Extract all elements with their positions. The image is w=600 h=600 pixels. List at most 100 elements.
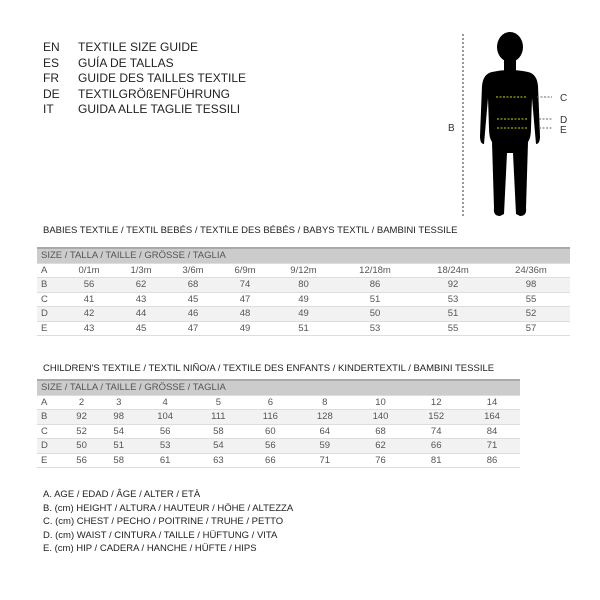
legend-item: B. (cm) HEIGHT / ALTURA / HAUTEUR / HÖHE…	[43, 502, 294, 514]
table-cell: 54	[100, 424, 138, 439]
table-cell: 128	[296, 409, 353, 425]
table-row: C 41 43 45 47 49 51 53 55	[37, 292, 570, 307]
table-cell: 63	[192, 453, 244, 468]
table-cell: 51	[414, 306, 492, 322]
table-cell: 66	[243, 453, 297, 468]
children-title: CHILDREN'S TEXTILE / TEXTIL NIÑO/A / TEX…	[43, 363, 495, 374]
language-row: IT GUIDA ALLE TAGLIE TESSILI	[43, 102, 246, 118]
language-label: GUIDE DES TAILLES TEXTILE	[78, 71, 247, 85]
language-row: EN TEXTILE SIZE GUIDE	[43, 40, 246, 56]
table-cell: 66	[408, 438, 465, 454]
table-cell: 24/36m	[492, 263, 570, 278]
table-cell: 56	[137, 424, 193, 439]
table-cell: 76	[352, 453, 409, 468]
table-row: E 43 45 47 49 51 53 55 57	[37, 321, 570, 336]
table-row: C 52 54 56 58 60 64 68 74 84	[37, 424, 520, 439]
table-cell: 58	[192, 424, 244, 439]
table-row: B 92 98 104 111 116 128 140 152 164	[37, 409, 520, 425]
language-label: GUÍA DE TALLAS	[78, 55, 174, 70]
table-cell: 51	[100, 438, 138, 454]
table-cell: 53	[137, 438, 193, 454]
table-header-row: SIZE / TALLA / TAILLE / GRÖSSE / TAGLIA	[37, 379, 520, 396]
table-cell: 3	[100, 395, 138, 410]
row-label: D	[37, 306, 63, 322]
table-row: D 50 51 53 54 56 59 62 66 71	[37, 438, 520, 454]
table-cell: 62	[115, 277, 167, 293]
table-cell: 8	[296, 395, 353, 410]
table-cell: 164	[464, 409, 520, 425]
language-label: GUIDA ALLE TAGLIE TESSILI	[78, 102, 241, 116]
table-cell: 64	[296, 424, 353, 439]
table-cell: 44	[115, 306, 167, 322]
language-code: FR	[43, 71, 59, 85]
table-cell: 53	[336, 321, 414, 336]
table-cell: 92	[414, 277, 492, 293]
table-cell: 3/6m	[167, 263, 219, 278]
table-cell: 59	[296, 438, 353, 454]
table-row: A 0/1m 1/3m 3/6m 6/9m 9/12m 12/18m 18/24m 24/36m	[37, 263, 570, 278]
row-label: B	[37, 409, 63, 425]
label-b: B	[448, 123, 455, 134]
table-cell: 6/9m	[219, 263, 271, 278]
table-cell: 55	[492, 292, 570, 307]
table-cell: 49	[271, 306, 336, 322]
table-cell: 74	[408, 424, 465, 439]
table-cell: 62	[352, 438, 409, 454]
table-cell: 116	[243, 409, 297, 425]
table-cell: 10	[352, 395, 409, 410]
table-cell: 1/3m	[115, 263, 167, 278]
label-c: C	[560, 93, 567, 104]
table-cell: 58	[100, 453, 138, 468]
language-row: DE TEXTILGRÖßENFÜHRUNG	[43, 87, 246, 103]
row-label: E	[37, 453, 63, 468]
table-cell: 57	[492, 321, 570, 336]
legend-item: E. (cm) HIP / CADERA / HANCHE / HÜFTE / …	[43, 543, 257, 554]
language-row: ES GUÍA DE TALLAS	[43, 56, 246, 72]
table-cell: 49	[271, 292, 336, 307]
table-cell: 18/24m	[414, 263, 492, 278]
table-cell: 53	[414, 292, 492, 307]
table-cell: 42	[63, 306, 115, 322]
child-silhouette-figure: B C D E	[448, 32, 567, 216]
table-cell: 41	[63, 292, 115, 307]
language-label: TEXTILGRÖßENFÜHRUNG	[78, 86, 231, 101]
table-cell: 86	[464, 453, 520, 468]
table-cell: 43	[115, 292, 167, 307]
size-header: SIZE / TALLA / TAILLE / GRÖSSE / TAGLIA	[37, 247, 570, 264]
table-cell: 54	[192, 438, 244, 454]
table-cell: 80	[271, 277, 336, 293]
table-cell: 111	[192, 409, 244, 425]
table-cell: 4	[137, 395, 193, 410]
table-row: B 56 62 68 74 80 86 92 98	[37, 277, 570, 293]
row-label: C	[37, 292, 63, 307]
table-row: A 2 3 4 5 6 8 10 12 14	[37, 395, 520, 410]
table-cell: 92	[63, 409, 101, 425]
table-cell: 68	[352, 424, 409, 439]
language-list: EN TEXTILE SIZE GUIDE ES GUÍA DE TALLAS FR GU…	[43, 40, 246, 118]
table-cell: 74	[219, 277, 271, 293]
row-label: D	[37, 438, 63, 454]
row-label: A	[37, 263, 63, 278]
language-label: TEXTILE SIZE GUIDE	[78, 40, 199, 54]
table-cell: 45	[115, 321, 167, 336]
row-label: E	[37, 321, 63, 336]
children-size-table: SIZE / TALLA / TAILLE / GRÖSSE / TAGLIA A…	[37, 379, 520, 468]
table-cell: 45	[167, 292, 219, 307]
table-row: E 56 58 61 63 66 71 76 81 86	[37, 453, 520, 468]
table-cell: 71	[464, 438, 520, 454]
table-cell: 68	[167, 277, 219, 293]
row-label: B	[37, 277, 63, 293]
language-code: EN	[43, 40, 60, 54]
label-d: D	[560, 115, 567, 126]
row-label: C	[37, 424, 63, 439]
table-cell: 0/1m	[63, 263, 115, 278]
legend-item: D. (cm) WAIST / CINTURA / TAILLE / HÜFTU…	[43, 529, 278, 541]
language-code: IT	[43, 102, 54, 116]
table-cell: 50	[63, 438, 101, 454]
table-cell: 5	[192, 395, 244, 410]
table-cell: 60	[243, 424, 297, 439]
table-cell: 47	[167, 321, 219, 336]
table-cell: 52	[63, 424, 101, 439]
language-row: FR GUIDE DES TAILLES TEXTILE	[43, 71, 246, 87]
babies-size-table: SIZE / TALLA / TAILLE / GRÖSSE / TAGLIA A…	[37, 247, 570, 336]
